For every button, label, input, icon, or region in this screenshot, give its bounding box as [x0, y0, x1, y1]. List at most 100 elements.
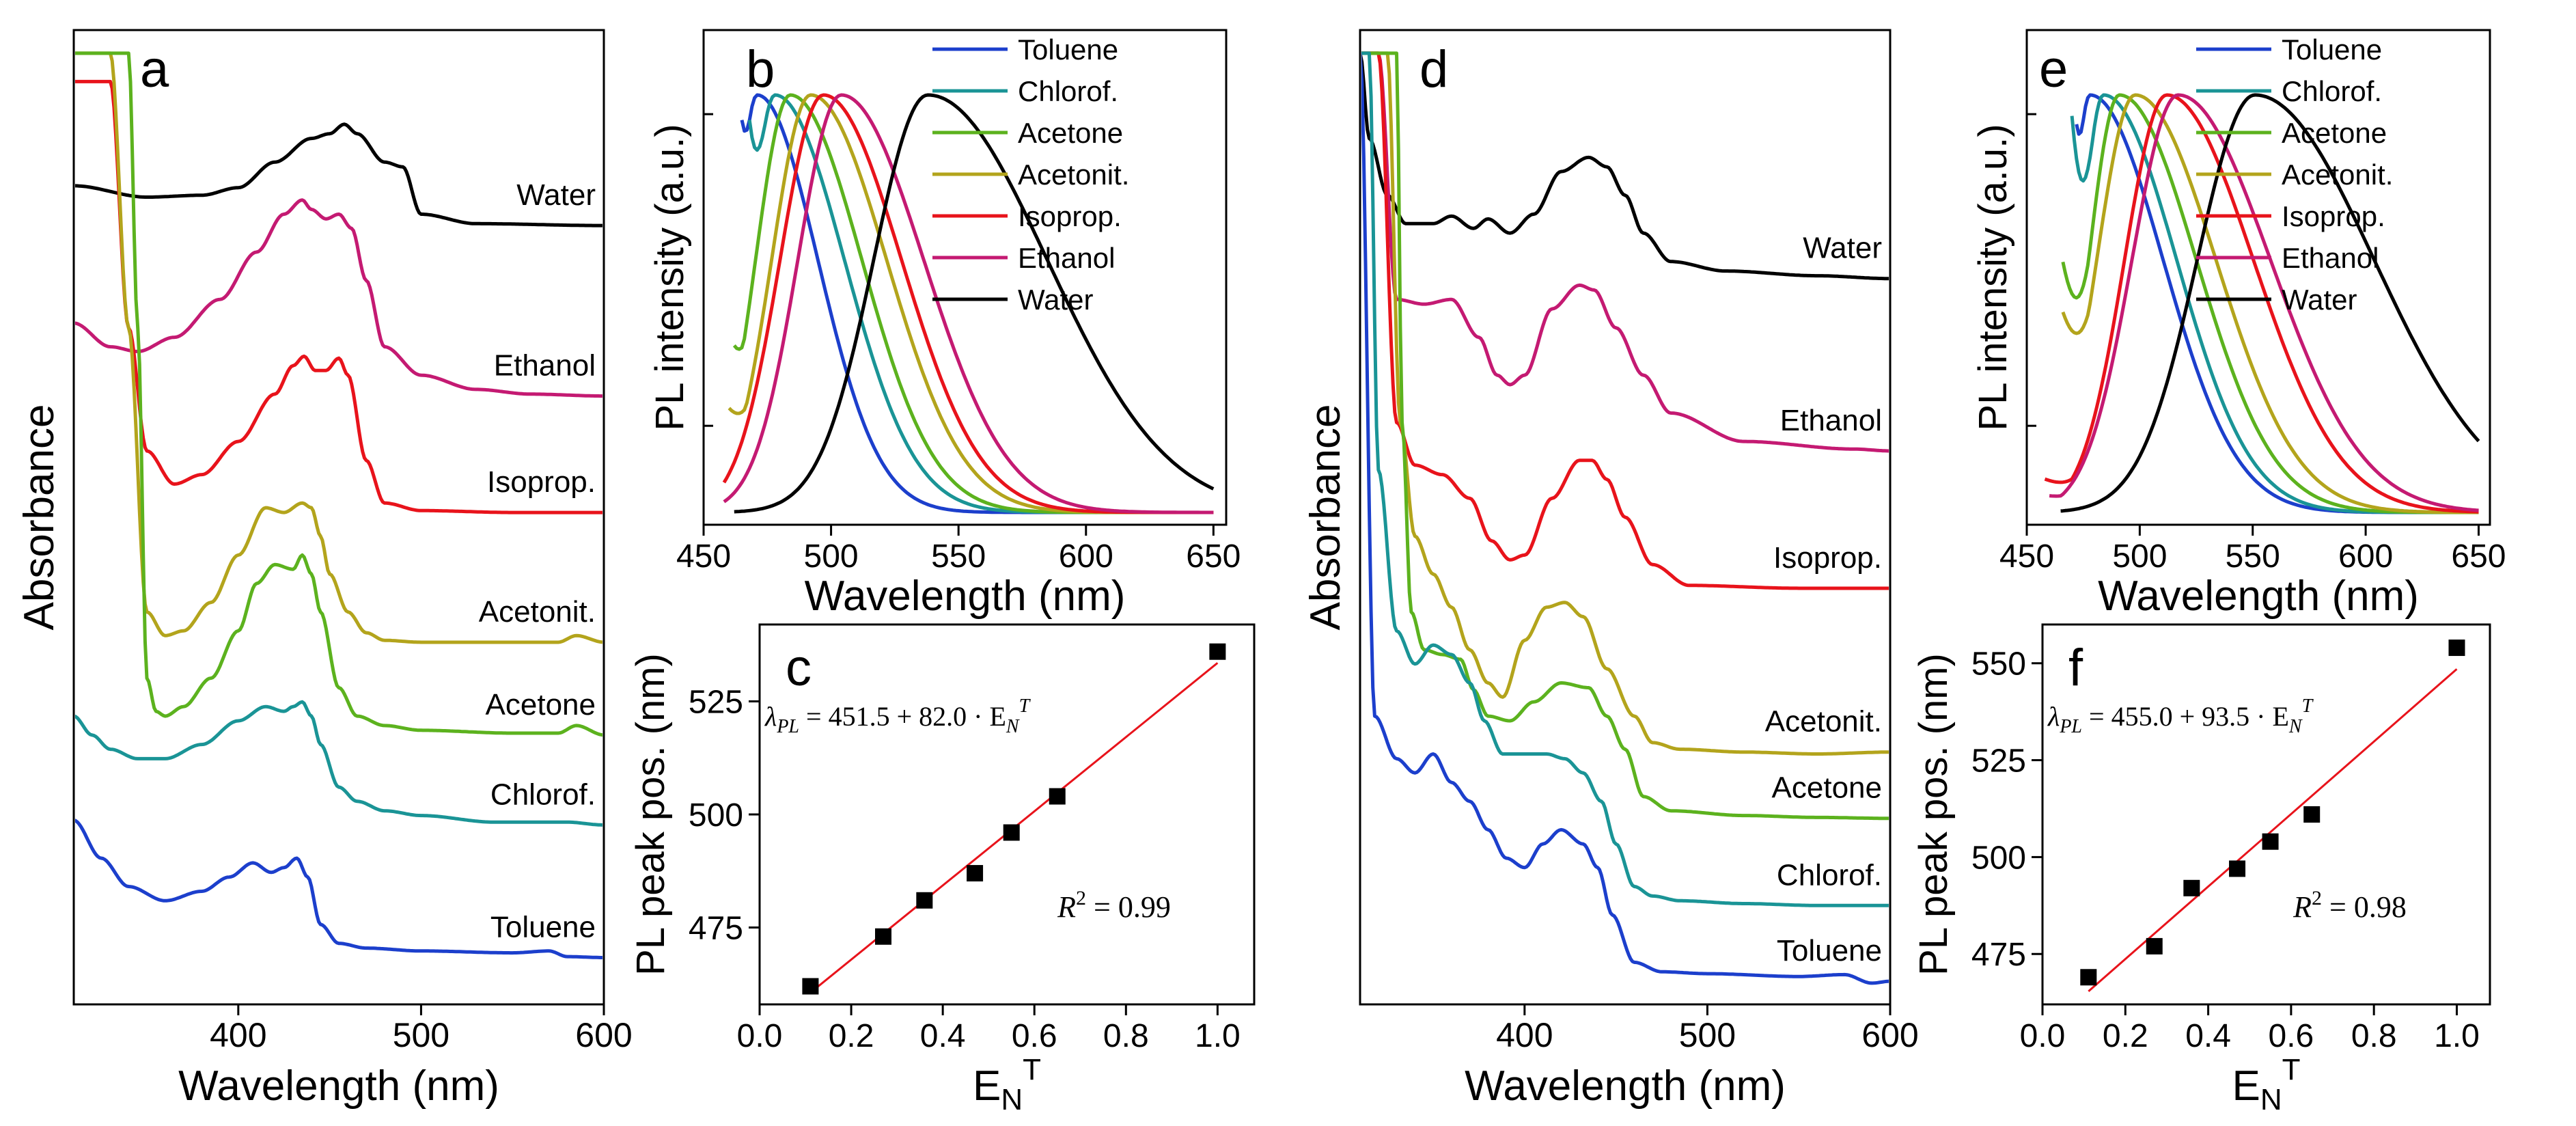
ytick-label: 500 — [689, 797, 743, 834]
r2-label: R — [1057, 890, 1076, 924]
panel-f-xtick-label: 0.6 — [2269, 1018, 2314, 1054]
legend-item-acetonit: Acetonit. — [1018, 159, 1129, 191]
legend-item-water: Water — [2282, 284, 2357, 316]
panel-e-xtick-label: 650 — [2451, 538, 2506, 575]
panel-d-lines — [1361, 51, 1889, 985]
ytick-label: 525 — [1971, 743, 2026, 780]
panel-a-xtick-label: 600 — [575, 1016, 632, 1054]
data-point — [2262, 833, 2279, 850]
data-point — [2448, 640, 2465, 657]
data-point — [2146, 937, 2163, 955]
series-label-acetonit: Acetonit. — [479, 595, 596, 629]
data-point — [1209, 643, 1226, 660]
panel-c-xtick-label: 0.6 — [1012, 1018, 1057, 1054]
fit-equation: λPL = 455.0 + 93.5 · ENT — [2047, 696, 2314, 737]
eq-sub: N — [2288, 716, 2303, 737]
panel-c-xtick-label: 0.8 — [1103, 1018, 1149, 1054]
series-isoprop-line — [1361, 51, 1889, 590]
data-point — [1049, 788, 1066, 805]
x-axis-label: ENT — [973, 1053, 1041, 1116]
series-label-chlorof: Chlorof. — [490, 778, 596, 811]
panel-d-xtick-label: 400 — [1496, 1016, 1553, 1054]
data-point — [916, 892, 933, 909]
series-label-toluene: Toluene — [490, 910, 596, 944]
panel-letter-d: d — [1419, 40, 1448, 98]
r-squared: R2 = 0.99 — [1057, 887, 1171, 924]
legend-item-acetone: Acetone — [2282, 117, 2387, 149]
data-point — [2229, 860, 2246, 877]
panel-b-frame — [702, 29, 1228, 526]
panel-letter-e: e — [2039, 40, 2068, 98]
series-label-isoprop: Isoprop. — [1773, 541, 1882, 575]
x-axis-label: Wavelength (nm) — [805, 573, 1126, 620]
series-water-line — [2060, 93, 2480, 513]
series-toluene-line — [2075, 93, 2479, 514]
y-axis-label: PL peak pos. (nm) — [628, 653, 673, 976]
panel-f-xtick-label: 0.2 — [2103, 1018, 2148, 1054]
legend-item-chlorof: Chlorof. — [2282, 75, 2382, 107]
series-label-chlorof: Chlorof. — [1777, 858, 1882, 892]
panel-e-frame — [2025, 29, 2491, 526]
panel-e-xtick-label: 500 — [2112, 538, 2167, 575]
ytick-label: 475 — [1971, 937, 2026, 973]
series-ethanol-line — [2049, 93, 2479, 512]
series-label-acetone: Acetone — [1772, 771, 1882, 805]
panel-c-xtick-label: 0.2 — [829, 1018, 874, 1054]
series-ethanol-line — [723, 93, 1214, 514]
data-point — [967, 865, 984, 882]
series-chlorof-line — [1361, 51, 1889, 907]
eq-lhs-sub: PL — [2059, 716, 2082, 737]
series-acetone-line — [1361, 51, 1889, 821]
data-point — [1003, 824, 1020, 841]
r-squared: R2 = 0.98 — [2293, 887, 2407, 924]
series-ethanol-line — [75, 198, 603, 398]
series-label-isoprop: Isoprop. — [487, 465, 596, 499]
r2-value: = 0.99 — [1086, 890, 1171, 924]
series-label-water: Water — [1803, 232, 1882, 265]
panel-c-xtick-label: 0.4 — [920, 1018, 966, 1054]
data-point — [875, 928, 891, 945]
x-axis-label-sub: N — [2260, 1083, 2282, 1116]
series-water-line — [1361, 53, 1889, 281]
panel-f-xtick-label: 0.0 — [2020, 1018, 2066, 1054]
fit-line — [2088, 668, 2458, 992]
r2-sup: 2 — [2312, 887, 2322, 909]
series-isoprop-line — [75, 79, 603, 514]
ytick-label: 500 — [1971, 840, 2026, 876]
panel-d-xtick-label: 600 — [1861, 1016, 1918, 1054]
panel-c-frame — [758, 623, 1256, 1006]
panel-f-xtick-label: 0.8 — [2351, 1018, 2397, 1054]
panel-b-xtick-label: 600 — [1059, 538, 1113, 575]
legend-item-acetone: Acetone — [1018, 117, 1123, 149]
panel-letter-c: c — [786, 639, 812, 697]
series-ethanol-line — [1361, 51, 1889, 453]
data-point — [2303, 806, 2321, 823]
panel-e-xtick-label: 450 — [1999, 538, 2054, 575]
ytick-label: 475 — [689, 910, 743, 946]
r2-label: R — [2293, 890, 2312, 924]
ytick-label: 550 — [1971, 646, 2026, 683]
legend-item-water: Water — [1018, 284, 1093, 316]
y-axis-label: PL intensity (a.u.) — [648, 124, 692, 430]
panel-e-lines — [2044, 93, 2480, 514]
legend-item-isoprop: Isoprop. — [2282, 200, 2385, 232]
x-axis-label: Wavelength (nm) — [1465, 1062, 1786, 1110]
r2-value: = 0.98 — [2322, 890, 2407, 924]
x-axis-label-main: E — [2232, 1062, 2260, 1110]
panel-d: Water Ethanol Isoprop. Acetonit. Acetone Chlo… — [1302, 29, 1919, 1110]
series-isoprop-line — [2044, 93, 2479, 514]
panel-d-xtick-label: 500 — [1679, 1016, 1736, 1054]
panel-f-xtick-label: 0.4 — [2185, 1018, 2231, 1054]
legend-item-acetonit: Acetonit. — [2282, 159, 2393, 191]
legend-item-chlorof: Chlorof. — [1018, 75, 1118, 107]
panel-letter-f: f — [2068, 639, 2083, 697]
series-chlorof-line — [75, 700, 603, 827]
series-label-acetone: Acetone — [486, 688, 596, 722]
data-point — [2183, 879, 2200, 896]
panel-c-xtick-label: 1.0 — [1195, 1018, 1241, 1054]
panel-b-xtick-label: 550 — [931, 538, 986, 575]
legend-item-toluene: Toluene — [2282, 33, 2382, 66]
